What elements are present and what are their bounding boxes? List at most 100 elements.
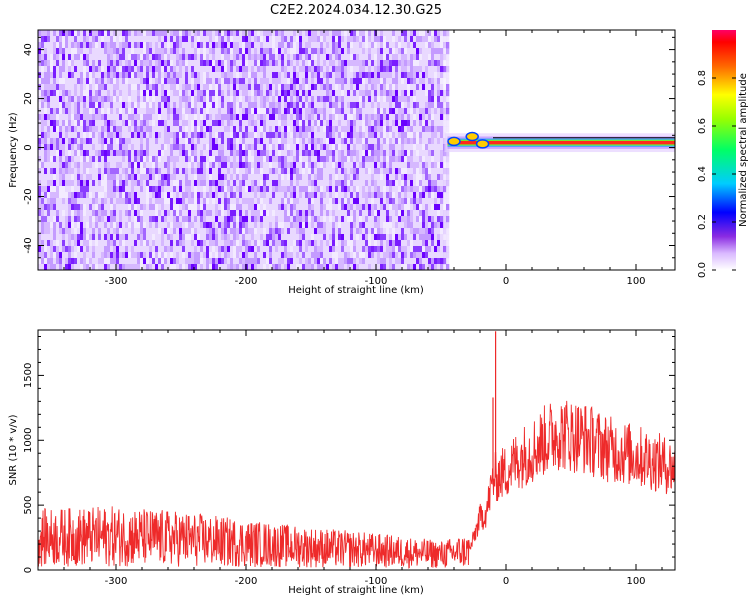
heatmap-cell — [359, 168, 363, 175]
heatmap-cell — [182, 30, 186, 37]
heatmap-cell — [329, 186, 333, 193]
heatmap-cell — [59, 180, 63, 187]
heatmap-cell — [62, 126, 66, 133]
heatmap-cell — [53, 84, 57, 91]
heatmap-cell — [38, 96, 42, 103]
heatmap-cell — [167, 234, 171, 241]
heatmap-cell — [308, 210, 312, 217]
heatmap-cell — [140, 234, 144, 241]
heatmap-cell — [209, 114, 213, 121]
heatmap-cell — [305, 90, 309, 97]
heatmap-cell — [335, 96, 339, 103]
heatmap-cell — [242, 192, 246, 199]
heatmap-cell — [401, 126, 405, 133]
heatmap-cell — [284, 114, 288, 121]
heatmap-cell — [233, 48, 237, 55]
heatmap-cell — [107, 102, 111, 109]
heatmap-cell — [233, 96, 237, 103]
heatmap-cell — [98, 36, 102, 43]
heatmap-cell — [383, 48, 387, 55]
heatmap-cell — [305, 78, 309, 85]
heatmap-cell — [368, 126, 372, 133]
heatmap-cell — [179, 144, 183, 151]
heatmap-cell — [395, 126, 399, 133]
heatmap-cell — [83, 168, 87, 175]
heatmap-cell — [134, 234, 138, 241]
heatmap-cell — [188, 138, 192, 145]
heatmap-cell — [398, 246, 402, 253]
heatmap-cell — [227, 216, 231, 223]
heatmap-cell — [56, 72, 60, 79]
heatmap-cell — [332, 258, 336, 265]
heatmap-cell — [119, 132, 123, 139]
heatmap-cell — [347, 258, 351, 265]
heatmap-cell — [56, 66, 60, 73]
heatmap-cell — [362, 120, 366, 127]
heatmap-cell — [284, 54, 288, 61]
heatmap-cell — [200, 252, 204, 259]
heatmap-cell — [332, 246, 336, 253]
heatmap-cell — [104, 204, 108, 211]
heatmap-cell — [137, 168, 141, 175]
heatmap-cell — [281, 126, 285, 133]
heatmap-cell — [233, 60, 237, 67]
heatmap-cell — [74, 54, 78, 61]
heatmap-cell — [287, 90, 291, 97]
heatmap-cell — [104, 258, 108, 265]
heatmap-cell — [290, 138, 294, 145]
heatmap-cell — [113, 78, 117, 85]
heatmap-cell — [110, 192, 114, 199]
heatmap-cell — [221, 114, 225, 121]
heatmap-cell — [44, 216, 48, 223]
heatmap-cell — [305, 144, 309, 151]
heatmap-cell — [410, 132, 414, 139]
heatmap-cell — [59, 204, 63, 211]
heatmap-cell — [137, 114, 141, 121]
heatmap-cell — [62, 108, 66, 115]
heatmap-cell — [101, 180, 105, 187]
heatmap-cell — [41, 198, 45, 205]
heatmap-cell — [218, 144, 222, 151]
heatmap-cell — [305, 48, 309, 55]
heatmap-cell — [128, 30, 132, 37]
heatmap-cell — [194, 126, 198, 133]
heatmap-cell — [188, 102, 192, 109]
heatmap-cell — [287, 48, 291, 55]
heatmap-cell — [167, 246, 171, 253]
heatmap-cell — [368, 174, 372, 181]
heatmap-cell — [230, 264, 234, 270]
heatmap-cell — [377, 72, 381, 79]
heatmap-cell — [272, 60, 276, 67]
heatmap-cell — [290, 234, 294, 241]
heatmap-cell — [383, 228, 387, 235]
heatmap-cell — [137, 42, 141, 49]
heatmap-cell — [164, 222, 168, 229]
heatmap-cell — [113, 222, 117, 229]
heatmap-cell — [98, 72, 102, 79]
heatmap-cell — [245, 210, 249, 217]
heatmap-cell — [275, 174, 279, 181]
heatmap-cell — [92, 30, 96, 37]
heatmap-cell — [317, 60, 321, 67]
heatmap-cell — [374, 168, 378, 175]
heatmap-cell — [314, 84, 318, 91]
heatmap-cell — [359, 36, 363, 43]
heatmap-cell — [59, 90, 63, 97]
heatmap-cell — [323, 78, 327, 85]
heatmap-cell — [401, 180, 405, 187]
heatmap-cell — [308, 96, 312, 103]
heatmap-cell — [272, 108, 276, 115]
heatmap-cell — [335, 156, 339, 163]
heatmap-cell — [47, 186, 51, 193]
heatmap-cell — [77, 84, 81, 91]
heatmap-cell — [44, 246, 48, 253]
heatmap-cell — [71, 90, 75, 97]
heatmap-cell — [170, 60, 174, 67]
heatmap-cell — [251, 66, 255, 73]
heatmap-cell — [215, 96, 219, 103]
heatmap-cell — [248, 126, 252, 133]
heatmap-cell — [380, 252, 384, 259]
heatmap-cell — [68, 234, 72, 241]
heatmap-cell — [371, 216, 375, 223]
heatmap-cell — [194, 192, 198, 199]
